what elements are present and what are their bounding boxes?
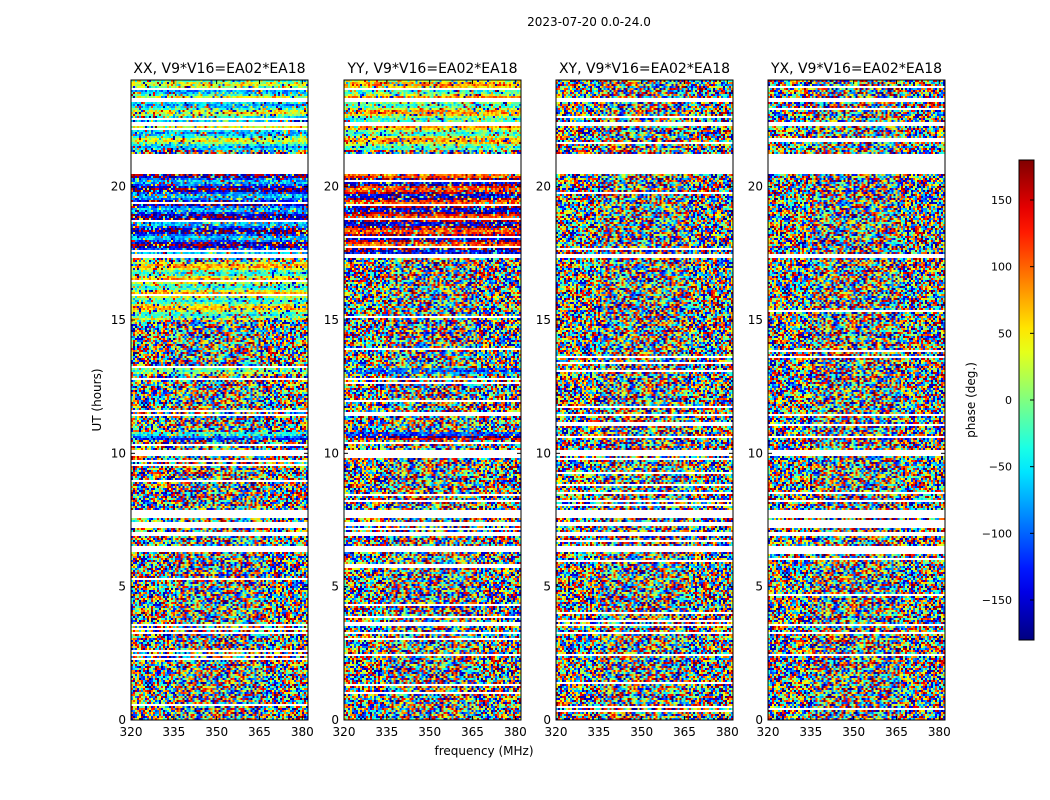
panel-yy: YY, V9*V16=EA02*EA18 320 335 350 365 380 0 5 10 1… [324, 61, 534, 758]
y-tick-label: 10 [324, 446, 339, 460]
panel-frame [767, 79, 946, 721]
colorbar-tick-label: 150 [991, 194, 1012, 207]
x-tick-label: 380 [928, 725, 951, 739]
colorbar-tick-label: 50 [998, 327, 1012, 340]
y-tick-label: 15 [748, 313, 763, 327]
x-tick-label: 350 [418, 725, 441, 739]
colorbar-tick-label: −150 [982, 594, 1012, 607]
x-tick-label: 380 [504, 725, 527, 739]
y-tick-label: 15 [324, 313, 339, 327]
x-tick-label: 380 [716, 725, 739, 739]
panel-heatmap [556, 80, 733, 720]
x-tick-label: 320 [120, 725, 143, 739]
y-tick-label: 20 [324, 180, 339, 194]
y-tick-label: 20 [536, 180, 551, 194]
x-tick-label: 335 [587, 725, 610, 739]
panel-frame [555, 79, 734, 721]
x-tick-label: 350 [205, 725, 228, 739]
y-axis-label: UT (hours) [90, 368, 104, 431]
panel-xy: XY, V9*V16=EA02*EA18 320 335 350 365 380 0 5 10 1… [536, 61, 739, 739]
colorbar-tick-label: −50 [989, 461, 1012, 474]
x-tick-label: 365 [885, 725, 908, 739]
y-tick-label: 10 [536, 446, 551, 460]
x-tick-label: 320 [757, 725, 780, 739]
colorbar: 150 100 50 0 −50 −100 −150 phase (deg.) [964, 159, 1035, 641]
colorbar-ticks: 150 100 50 0 −50 −100 −150 [982, 194, 1034, 607]
x-tick-label: 335 [799, 725, 822, 739]
y-tick-label: 15 [111, 313, 126, 327]
panel-yx: YX, V9*V16=EA02*EA18 320 335 350 365 380 0 5 10 1… [748, 61, 951, 739]
panels: XX, V9*V16=EA02*EA18 320 335 350 365 380 0 5 10 1… [90, 61, 951, 758]
y-tick-label: 0 [118, 713, 126, 727]
x-axis-label: frequency (MHz) [434, 744, 533, 758]
x-tick-label: 335 [375, 725, 398, 739]
x-tick-label: 335 [162, 725, 185, 739]
x-tick-label: 365 [673, 725, 696, 739]
panel-title: YY, V9*V16=EA02*EA18 [346, 61, 517, 77]
colorbar-tick-label: −100 [982, 527, 1012, 540]
y-tick-label: 10 [748, 446, 763, 460]
panel-heatmap [768, 80, 945, 720]
x-tick-label: 365 [248, 725, 271, 739]
panel-xx: XX, V9*V16=EA02*EA18 320 335 350 365 380 0 5 10 1… [90, 61, 314, 739]
y-tick-label: 5 [755, 580, 763, 594]
y-tick-label: 0 [543, 713, 551, 727]
panel-title: XY, V9*V16=EA02*EA18 [559, 61, 730, 77]
y-tick-label: 5 [543, 580, 551, 594]
figure-suptitle: 2023-07-20 0.0-24.0 [527, 15, 651, 29]
y-tick-label: 5 [118, 580, 126, 594]
colorbar-tick-label: 0 [1005, 394, 1012, 407]
y-tick-label: 0 [331, 713, 339, 727]
y-tick-label: 10 [111, 446, 126, 460]
panel-title: XX, V9*V16=EA02*EA18 [133, 61, 305, 77]
x-tick-label: 365 [461, 725, 484, 739]
panel-frame [130, 79, 309, 721]
colorbar-tick-label: 100 [991, 261, 1012, 274]
x-tick-label: 320 [333, 725, 356, 739]
x-tick-label: 350 [630, 725, 653, 739]
x-tick-label: 350 [842, 725, 865, 739]
panel-frame [343, 79, 522, 721]
colorbar-label: phase (deg.) [964, 362, 978, 438]
panel-heatmap [344, 80, 521, 720]
panel-title: YX, V9*V16=EA02*EA18 [770, 61, 942, 77]
x-tick-label: 320 [545, 725, 568, 739]
y-tick-label: 0 [755, 713, 763, 727]
y-tick-label: 5 [331, 580, 339, 594]
y-tick-label: 20 [748, 180, 763, 194]
y-tick-label: 15 [536, 313, 551, 327]
y-tick-label: 20 [111, 180, 126, 194]
x-tick-label: 380 [291, 725, 314, 739]
panel-heatmap [131, 80, 308, 720]
